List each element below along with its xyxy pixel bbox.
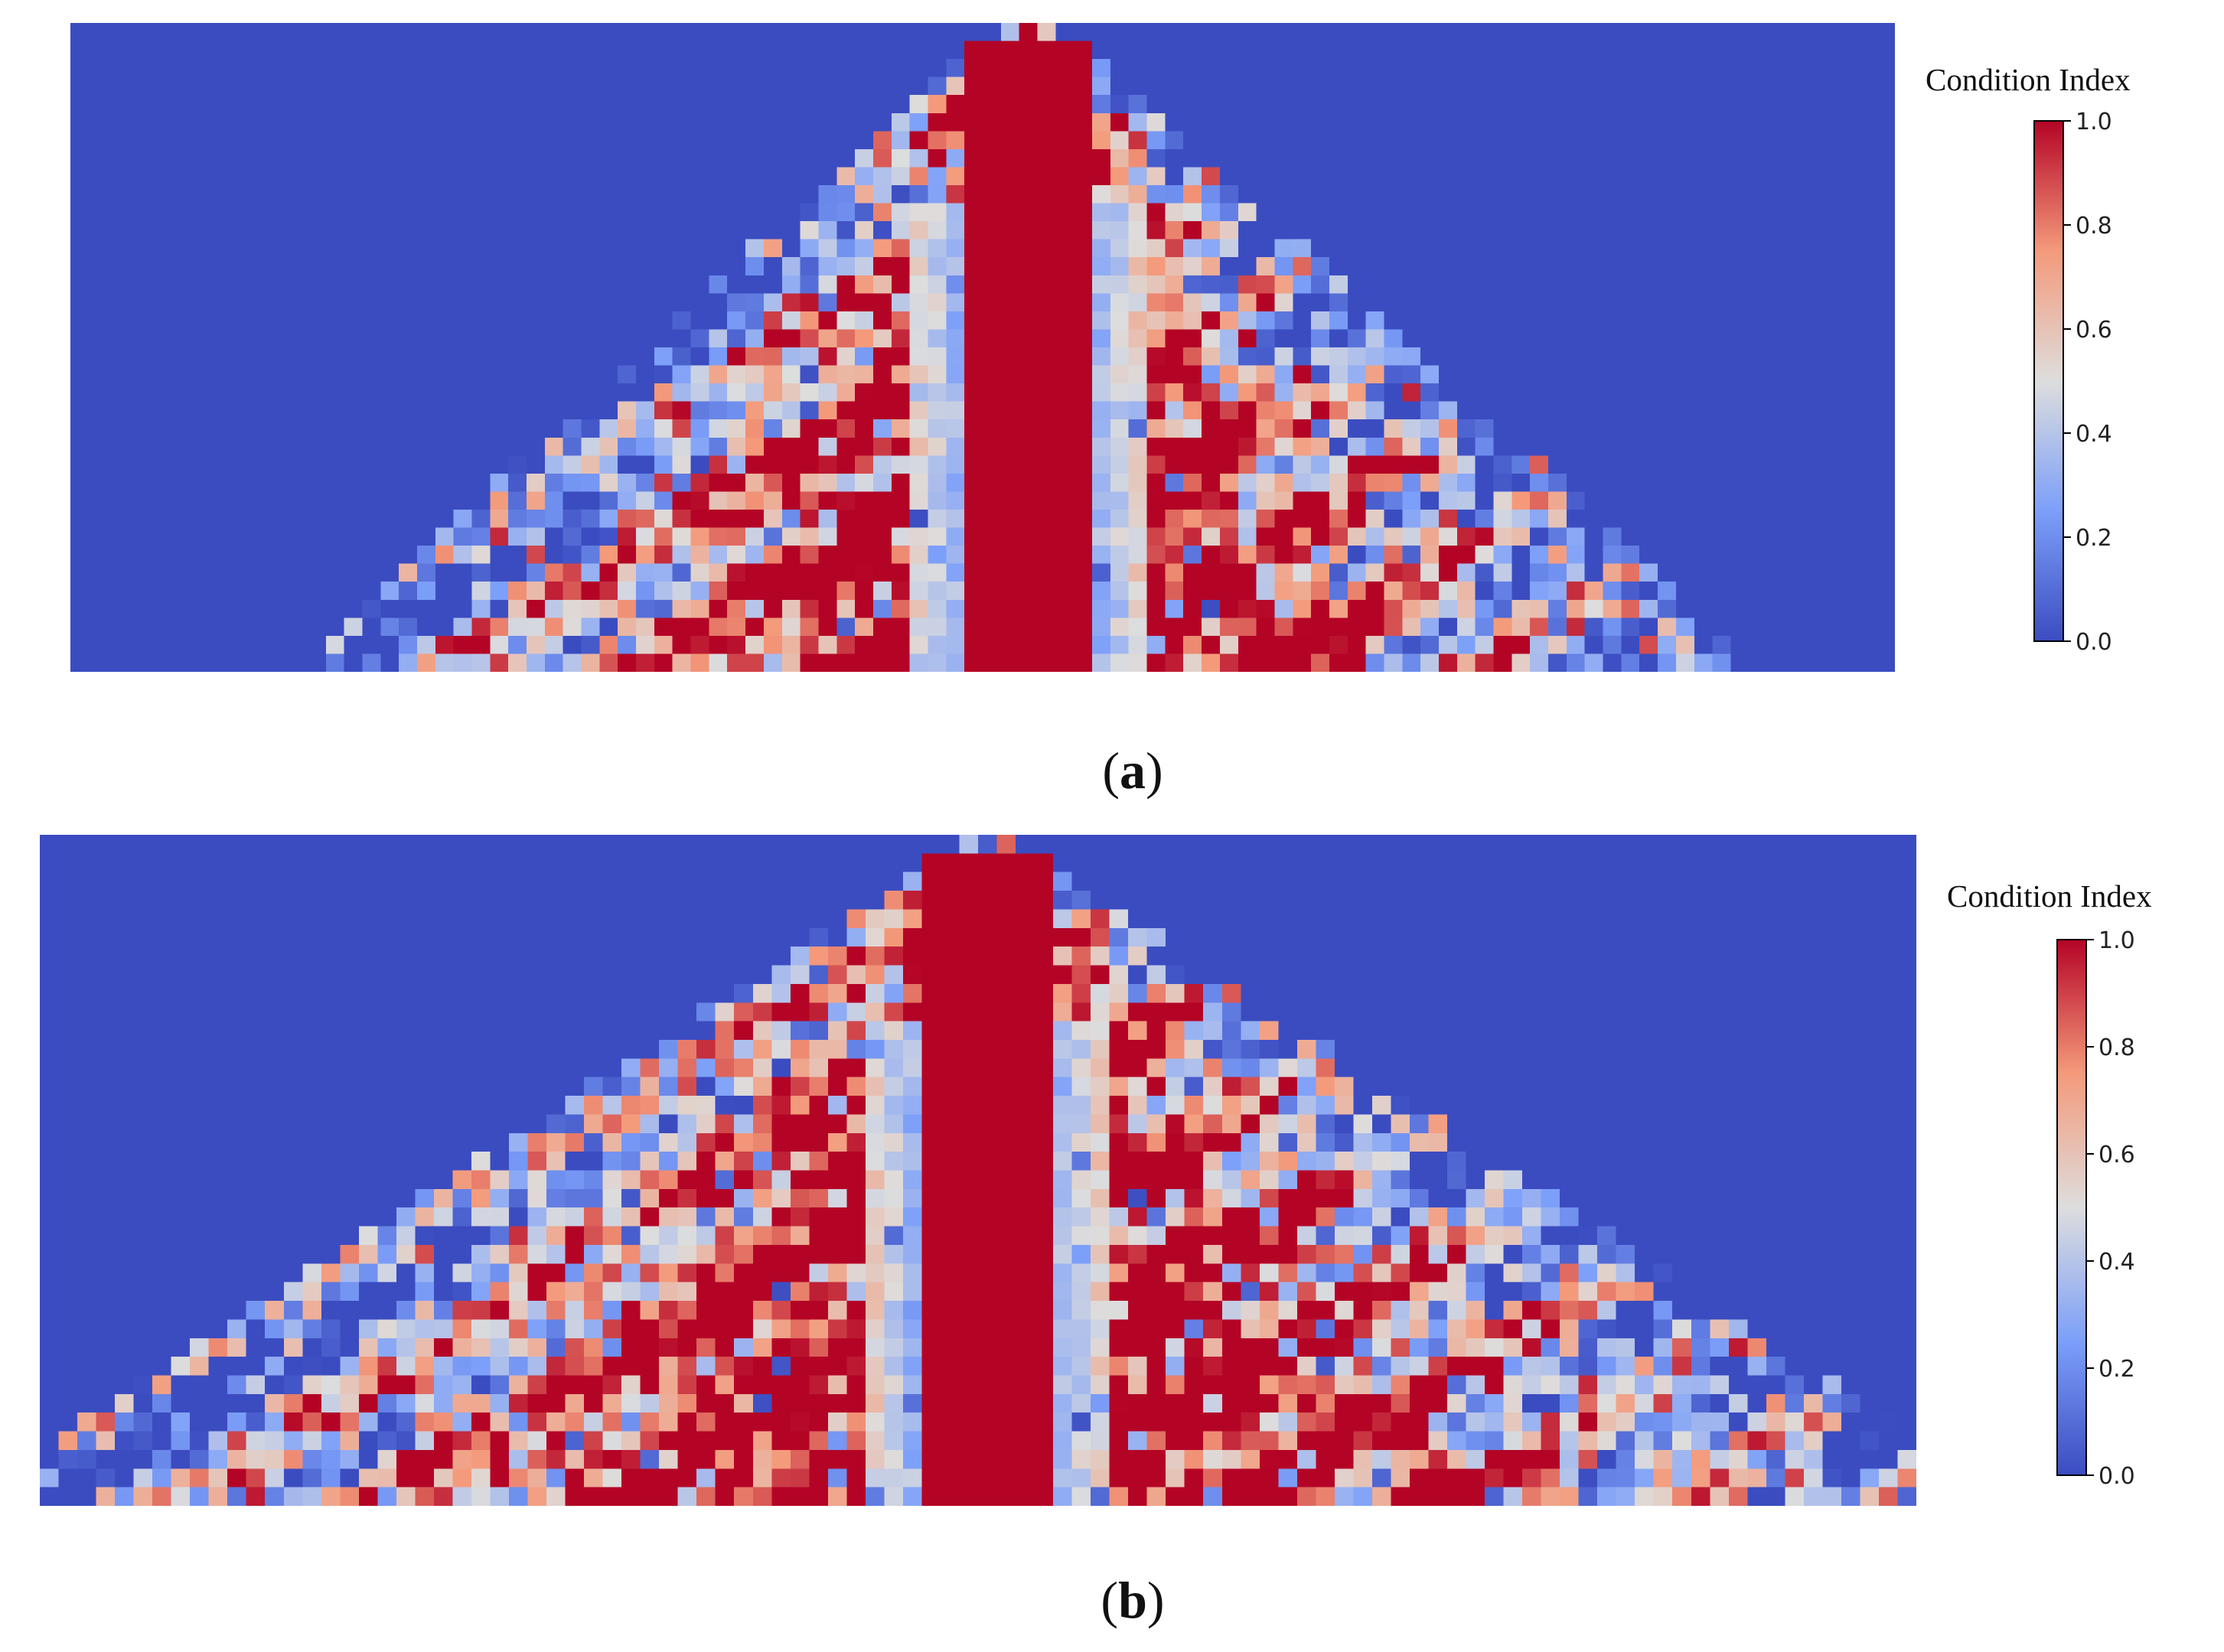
- colorbar-title-b: Condition Index: [1947, 878, 2152, 914]
- colorbar-tick-label: 0.4: [2098, 1249, 2135, 1276]
- colorbar-tick-label: 0.2: [2076, 525, 2112, 552]
- colorbar-title-a: Condition Index: [1926, 62, 2131, 97]
- colorbar-tick-label: 1.0: [2076, 109, 2112, 135]
- heatmap-a: [70, 23, 1895, 672]
- colorbar-tick-label: 0.8: [2098, 1035, 2135, 1061]
- colorbar-tick-label: 0.6: [2076, 317, 2112, 344]
- colorbar-tick-label: 0.2: [2098, 1356, 2135, 1383]
- colorbar-a: 0.0 0.2 0.4 0.6 0.8 1.0: [2033, 109, 2112, 656]
- colorbar-tick-label: 0.0: [2098, 1463, 2135, 1490]
- heatmap-b: [40, 835, 1916, 1506]
- colorbar-tick-label: 0.6: [2098, 1142, 2135, 1168]
- colorbar-tick-label: 0.8: [2076, 213, 2112, 239]
- colorbar-tick-label: 1.0: [2098, 927, 2135, 954]
- colorbar-b: 0.0 0.2 0.4 0.6 0.8 1.0: [2056, 927, 2135, 1490]
- panel-label-b: (b): [1101, 1571, 1165, 1629]
- colorbar-tick-label: 0.4: [2076, 421, 2112, 448]
- panel-label-a: (a): [1102, 741, 1163, 800]
- colorbar-tick-label: 0.0: [2076, 629, 2112, 656]
- colorbar-gradient: [2033, 120, 2064, 642]
- colorbar-gradient: [2056, 939, 2087, 1476]
